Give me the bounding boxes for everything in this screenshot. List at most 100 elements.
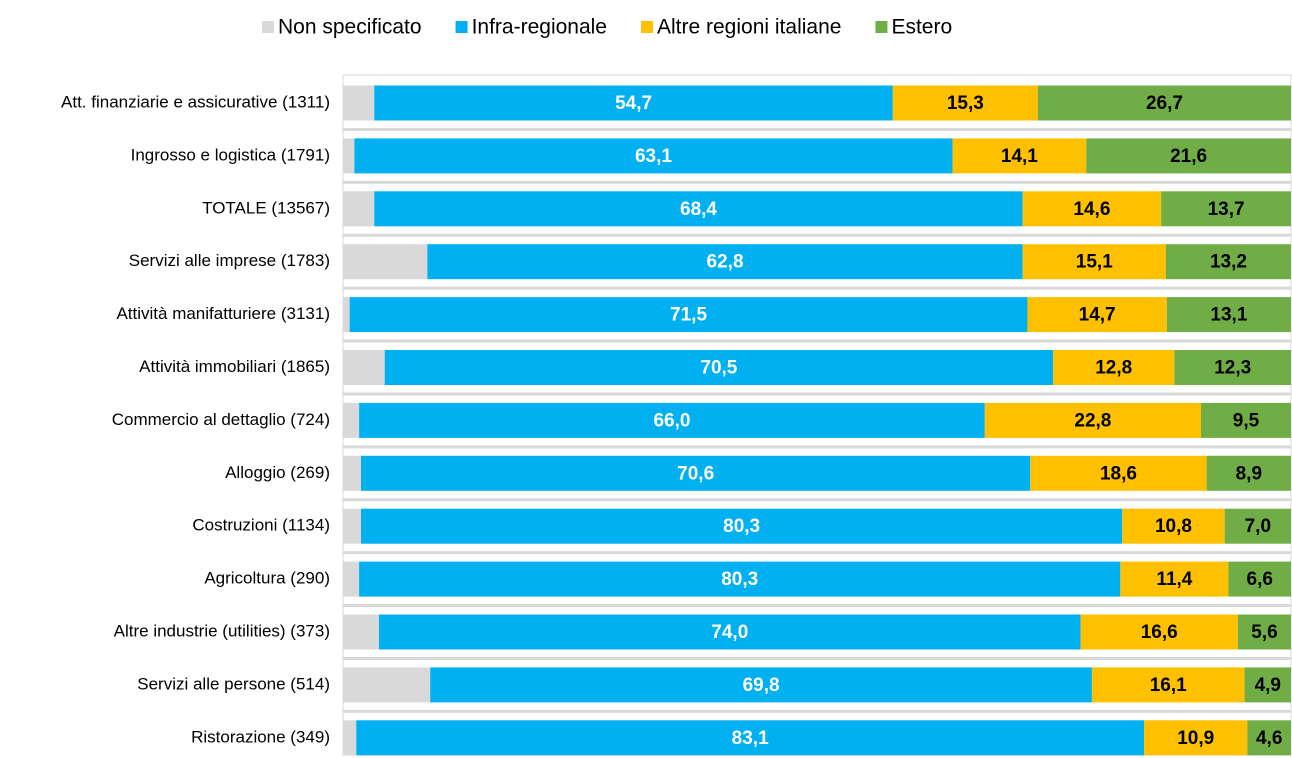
data-label: 80,3 bbox=[723, 516, 760, 537]
y-tick-label: Ristorazione (349) bbox=[191, 727, 330, 746]
legend-swatch bbox=[262, 21, 274, 33]
data-label: 68,4 bbox=[680, 199, 717, 220]
data-label: 66,0 bbox=[653, 410, 690, 431]
y-tick-label: Attività manifatturiere (3131) bbox=[116, 304, 330, 323]
data-label: 10,8 bbox=[1155, 516, 1192, 537]
data-label: 70,6 bbox=[677, 463, 714, 484]
data-label: 14,7 bbox=[1079, 305, 1116, 326]
bar-segment bbox=[374, 191, 1023, 227]
bar-segment bbox=[1224, 508, 1291, 544]
bar-segment bbox=[343, 138, 355, 174]
data-label: 4,6 bbox=[1256, 728, 1282, 749]
bar-segment bbox=[1174, 350, 1291, 385]
bar-segment bbox=[356, 720, 1145, 756]
bar-segment bbox=[343, 244, 428, 280]
bar-segment bbox=[1022, 191, 1162, 227]
bar-segment bbox=[1080, 614, 1238, 650]
legend-swatch bbox=[455, 21, 468, 33]
bar-segment bbox=[1228, 561, 1291, 597]
bar-segment bbox=[359, 402, 985, 438]
data-label: 9,5 bbox=[1233, 410, 1260, 431]
bar-segment bbox=[1166, 297, 1291, 333]
legend-label: Altre regioni italiane bbox=[657, 16, 841, 39]
bar-segment bbox=[1037, 85, 1291, 121]
bar-segment bbox=[952, 138, 1087, 174]
data-label: 14,1 bbox=[1001, 146, 1038, 167]
y-tick-label: Ingrosso e logistica (1791) bbox=[131, 145, 330, 164]
bar-segment bbox=[384, 350, 1054, 385]
data-label: 5,6 bbox=[1251, 622, 1277, 643]
bar-segment bbox=[343, 455, 362, 491]
bar-segment bbox=[1086, 138, 1291, 174]
bar-segment bbox=[1144, 720, 1248, 756]
data-label: 11,4 bbox=[1156, 569, 1192, 590]
legend-label: Infra-regionale bbox=[472, 16, 607, 39]
bar-segment bbox=[1122, 508, 1225, 544]
bar-segment bbox=[1244, 667, 1291, 703]
bar-segment bbox=[1206, 455, 1291, 491]
bar-segment bbox=[343, 614, 380, 650]
y-tick-label: Attività immobiliari (1865) bbox=[139, 357, 330, 376]
data-label: 13,2 bbox=[1210, 252, 1247, 273]
y-tick-label: Alloggio (269) bbox=[225, 463, 330, 482]
bar-segment bbox=[343, 191, 375, 227]
bar-segment bbox=[343, 85, 375, 121]
bar-segment bbox=[1237, 614, 1291, 650]
bar-segment bbox=[984, 402, 1201, 438]
bar-segment bbox=[343, 720, 357, 756]
data-label: 15,3 bbox=[947, 93, 984, 114]
bar-segment bbox=[354, 138, 953, 174]
bar-segment bbox=[343, 508, 362, 544]
y-tick-label: Servizi alle imprese (1783) bbox=[129, 251, 330, 270]
bar-segment bbox=[379, 614, 1081, 650]
bar-segment bbox=[430, 667, 1092, 703]
data-label: 16,1 bbox=[1150, 675, 1187, 696]
data-label: 16,6 bbox=[1141, 622, 1178, 643]
data-label: 13,7 bbox=[1208, 199, 1245, 220]
data-label: 80,3 bbox=[721, 569, 758, 590]
data-label: 63,1 bbox=[635, 146, 672, 167]
data-label: 22,8 bbox=[1074, 410, 1111, 431]
y-tick-label: Commercio al dettaglio (724) bbox=[112, 410, 330, 429]
bar-segment bbox=[343, 297, 350, 333]
data-label: 18,6 bbox=[1100, 463, 1137, 484]
legend-label: Non specificato bbox=[278, 16, 422, 39]
bar-segment bbox=[1200, 402, 1291, 438]
bar-segment bbox=[343, 402, 360, 438]
bar-segment bbox=[1030, 455, 1207, 491]
legend-swatch bbox=[641, 21, 653, 33]
data-label: 14,6 bbox=[1073, 199, 1110, 220]
data-label: 70,5 bbox=[700, 358, 737, 379]
data-label: 6,6 bbox=[1247, 569, 1273, 590]
data-label: 62,8 bbox=[707, 252, 744, 273]
bar-segment bbox=[1053, 350, 1175, 385]
data-label: 4,9 bbox=[1255, 675, 1281, 696]
bar-segment bbox=[359, 561, 1121, 597]
data-label: 15,1 bbox=[1076, 252, 1113, 273]
bar-segment bbox=[1120, 561, 1229, 597]
data-label: 21,6 bbox=[1170, 146, 1207, 167]
y-tick-label: TOTALE (13567) bbox=[202, 198, 330, 217]
data-label: 7,0 bbox=[1245, 516, 1271, 537]
bar-segment bbox=[343, 350, 385, 385]
legend-swatch bbox=[875, 21, 888, 33]
bar-segment bbox=[361, 455, 1031, 491]
bar-segment bbox=[1091, 667, 1245, 703]
data-label: 54,7 bbox=[615, 93, 652, 114]
y-tick-label: Agricoltura (290) bbox=[204, 569, 330, 588]
bar-segment bbox=[1022, 244, 1166, 280]
data-label: 8,9 bbox=[1236, 463, 1262, 484]
bar-segment bbox=[1161, 191, 1291, 227]
bar-segment bbox=[892, 85, 1038, 121]
bar-segment bbox=[1027, 297, 1167, 333]
bar-segment bbox=[343, 561, 360, 597]
bar-segment bbox=[1247, 720, 1291, 756]
data-label: 26,7 bbox=[1146, 93, 1183, 114]
bar-segment bbox=[361, 508, 1123, 544]
y-tick-label: Att. finanziarie e assicurative (1311) bbox=[61, 92, 330, 111]
y-tick-label: Costruzioni (1134) bbox=[192, 516, 330, 535]
data-label: 10,9 bbox=[1177, 728, 1214, 749]
data-label: 13,1 bbox=[1210, 305, 1247, 326]
legend-label: Estero bbox=[891, 16, 952, 39]
